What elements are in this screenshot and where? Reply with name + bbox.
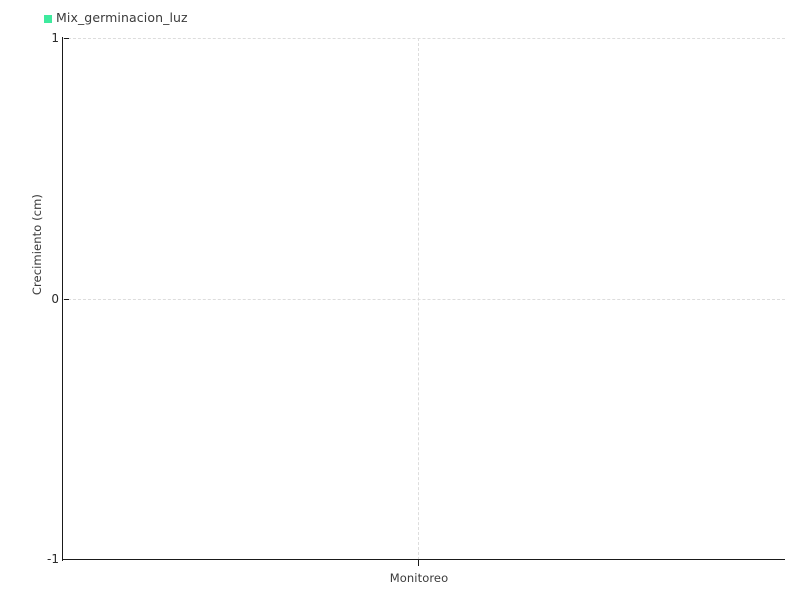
y-axis-title: Crecimiento (cm) — [30, 194, 44, 296]
y-tick-label-0: 0 — [51, 292, 59, 306]
x-tick-mark-monitoreo — [418, 560, 419, 566]
y-axis-spine — [62, 37, 63, 561]
gridline-horizontal-top — [63, 38, 785, 39]
legend-entry-label: Mix_germinacion_luz — [56, 10, 188, 25]
plot-area — [63, 38, 785, 560]
x-axis-spine — [62, 559, 785, 560]
x-axis-title: Monitoreo — [389, 571, 449, 585]
y-tick-mark-minus1 — [64, 559, 69, 560]
gridline-vertical-monitoreo — [418, 38, 419, 560]
y-tick-label-1: 1 — [51, 31, 59, 45]
legend-color-swatch-icon — [44, 14, 52, 23]
y-tick-label-minus-1: -1 — [47, 552, 59, 566]
chart-legend: Mix_germinacion_luz — [44, 9, 188, 27]
legend-entry-mix-germinacion-luz[interactable]: Mix_germinacion_luz — [44, 11, 188, 25]
y-tick-mark-0 — [64, 299, 69, 300]
y-tick-mark-1 — [64, 38, 69, 39]
gridline-horizontal-middle — [63, 299, 785, 300]
